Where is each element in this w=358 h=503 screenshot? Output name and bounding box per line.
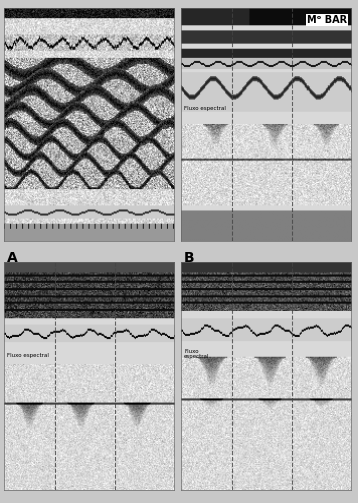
Text: Fluxo espectral: Fluxo espectral (184, 106, 226, 111)
Text: B: B (184, 251, 195, 265)
Text: Mᵒ BAR: Mᵒ BAR (307, 15, 347, 25)
Text: Fluxo
espectral: Fluxo espectral (184, 349, 210, 359)
Text: A: A (7, 251, 18, 265)
Text: Fluxo espectral: Fluxo espectral (7, 353, 49, 358)
